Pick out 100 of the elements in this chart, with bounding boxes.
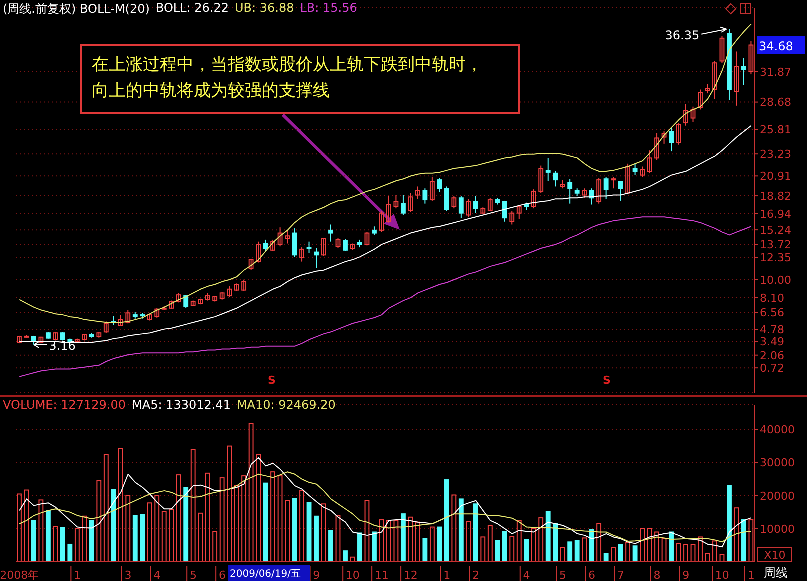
chart-title: (周线.前复权) BOLL-M(20)	[3, 1, 150, 18]
bar	[132, 515, 138, 562]
bar	[31, 520, 36, 562]
bar	[589, 529, 594, 562]
bar	[24, 490, 30, 562]
y-tick-label: 10000	[760, 522, 795, 536]
bar	[430, 526, 435, 562]
bar	[422, 538, 428, 562]
bar	[270, 472, 276, 562]
bar	[720, 554, 725, 562]
candlestick	[720, 36, 725, 64]
x-tick-label: 4	[523, 569, 530, 581]
bar	[654, 532, 660, 562]
bar	[574, 540, 580, 562]
bar	[38, 500, 44, 562]
y-tick-label: 10.00	[760, 274, 792, 287]
line-series	[19, 472, 752, 543]
x-tick-label: 5	[560, 569, 567, 581]
bar	[17, 494, 22, 562]
bar	[89, 520, 94, 562]
y-tick-label: 4.78	[760, 323, 784, 336]
candlestick	[444, 186, 450, 212]
x-tick-label: 1	[748, 569, 755, 581]
bar	[292, 498, 298, 562]
bar	[118, 448, 124, 562]
candlestick	[343, 238, 348, 252]
line-series	[19, 216, 752, 378]
bar	[162, 511, 167, 562]
bar	[604, 553, 609, 562]
candlestick	[278, 227, 283, 248]
bar	[140, 514, 146, 562]
candlestick	[705, 84, 710, 94]
candlestick	[336, 238, 341, 250]
candlestick	[321, 238, 326, 257]
candlestick	[698, 89, 703, 110]
candlestick	[379, 210, 384, 233]
bar	[46, 510, 51, 562]
candlestick	[647, 150, 652, 174]
bar	[684, 544, 688, 562]
candlestick	[669, 127, 674, 152]
bar	[611, 547, 616, 562]
bar	[278, 476, 283, 562]
text: 2009/06/19/五	[230, 569, 302, 580]
candlestick	[632, 163, 638, 176]
x-tick-label: 8	[654, 569, 661, 581]
candlestick	[553, 171, 558, 188]
candlestick	[684, 104, 688, 126]
candlestick	[270, 239, 276, 252]
bar	[74, 528, 80, 562]
y-tick-label: 28.68	[760, 96, 792, 110]
candlestick	[516, 205, 522, 220]
bar	[437, 526, 442, 562]
candlestick	[734, 51, 740, 106]
candlestick	[263, 239, 268, 252]
bar	[502, 531, 508, 562]
candlestick	[184, 294, 189, 309]
bar	[676, 543, 682, 562]
bar	[242, 476, 247, 562]
bar	[531, 528, 536, 562]
bar	[314, 516, 319, 562]
candlestick	[662, 131, 667, 144]
bar	[336, 515, 341, 562]
bar	[386, 520, 392, 562]
candlestick	[242, 279, 247, 292]
bar	[690, 544, 696, 562]
x-tick-label: 6	[588, 569, 596, 581]
bar	[306, 502, 312, 562]
y-tick-label: 12.35	[760, 251, 792, 264]
text: VOLUME: 127129.00	[3, 398, 126, 412]
bar	[60, 527, 66, 562]
bar	[400, 514, 406, 562]
bar	[227, 446, 232, 562]
bar	[358, 532, 362, 562]
bar	[742, 520, 746, 562]
candlestick	[654, 132, 660, 161]
y-tick-label: 15.24	[760, 224, 792, 237]
y-tick-label: 20.91	[760, 170, 792, 184]
annotation: S	[268, 374, 276, 387]
x-tick-label: 10	[346, 569, 360, 581]
annotation: 36.35	[665, 28, 700, 42]
x-tick-label: 4	[154, 569, 161, 581]
x-tick-label: 5	[190, 569, 198, 581]
x-tick-label: 3	[124, 569, 132, 581]
bar	[510, 536, 515, 562]
x-tick-label: 11	[374, 569, 389, 581]
bar	[415, 522, 420, 562]
candlestick	[458, 196, 464, 219]
bar	[328, 530, 334, 562]
bar	[96, 480, 102, 562]
bar	[343, 550, 348, 562]
candlestick	[604, 176, 609, 200]
text: X10	[764, 549, 786, 562]
bar	[495, 540, 500, 562]
candlestick	[618, 180, 624, 202]
y-tick-label: 30000	[760, 456, 795, 470]
line-series	[19, 457, 752, 548]
bar	[516, 520, 522, 562]
text: MA10: 92469.20	[236, 398, 336, 412]
candlestick	[364, 232, 370, 246]
bar	[568, 542, 573, 562]
